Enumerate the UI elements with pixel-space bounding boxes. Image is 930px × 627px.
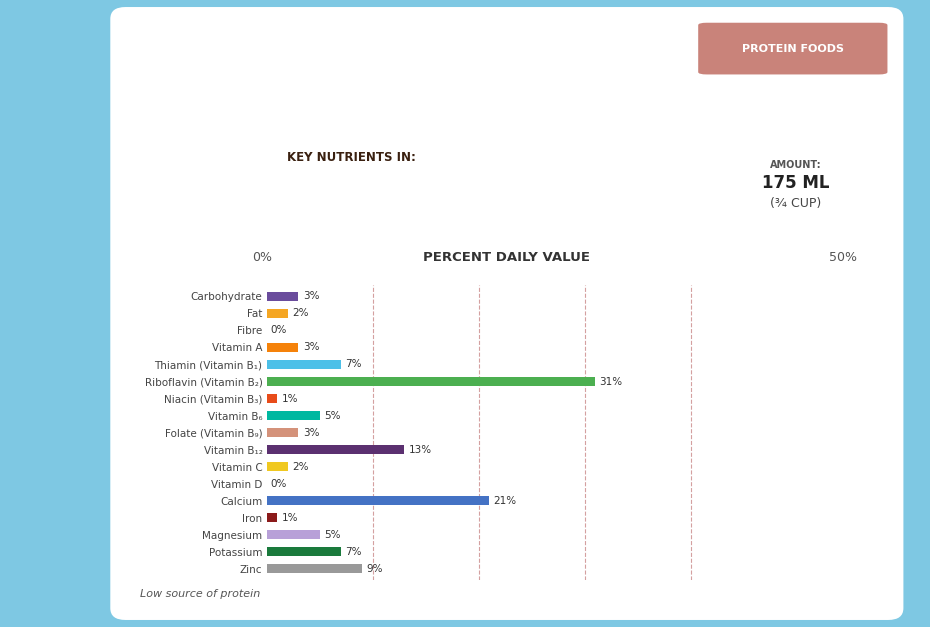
Text: 50%: 50%	[830, 251, 857, 264]
Text: 0%: 0%	[271, 479, 287, 488]
Text: PROTEIN FOODS: PROTEIN FOODS	[742, 44, 844, 53]
Text: 9%: 9%	[366, 564, 383, 574]
FancyBboxPatch shape	[698, 23, 887, 75]
Text: (¾ CUP): (¾ CUP)	[770, 197, 822, 210]
Text: 1%: 1%	[282, 513, 298, 523]
Text: PERCENT DAILY VALUE: PERCENT DAILY VALUE	[423, 251, 591, 264]
Text: 3%: 3%	[302, 342, 319, 352]
Text: 175 ML: 175 ML	[763, 174, 830, 192]
Text: 5%: 5%	[324, 530, 340, 540]
Bar	[267, 309, 287, 318]
Text: 21%: 21%	[494, 496, 516, 506]
Text: 0%: 0%	[271, 325, 287, 335]
Bar	[267, 445, 405, 454]
Text: 31%: 31%	[600, 377, 622, 386]
Text: 5%: 5%	[324, 411, 340, 421]
Bar	[267, 530, 320, 539]
Bar	[267, 343, 299, 352]
Text: 2%: 2%	[292, 308, 309, 319]
Bar	[267, 462, 287, 471]
Bar	[267, 428, 299, 437]
Text: AMOUNT:: AMOUNT:	[770, 161, 822, 170]
Text: 3%: 3%	[302, 428, 319, 438]
Bar	[267, 292, 299, 301]
Text: PLAIN YOGURT, 0.5–1.9% M.F.: PLAIN YOGURT, 0.5–1.9% M.F.	[286, 174, 721, 200]
Bar	[267, 377, 595, 386]
Bar	[267, 394, 277, 403]
Text: KEY NUTRIENTS IN:: KEY NUTRIENTS IN:	[286, 151, 416, 164]
Text: 2%: 2%	[292, 461, 309, 472]
Text: 3%: 3%	[302, 292, 319, 302]
Bar	[267, 360, 340, 369]
Bar	[267, 411, 320, 420]
Bar	[267, 564, 362, 573]
Text: 1%: 1%	[282, 394, 298, 404]
Bar	[267, 514, 277, 522]
Text: 0%: 0%	[252, 251, 272, 264]
Text: Low source of protein: Low source of protein	[140, 589, 259, 599]
Text: 7%: 7%	[345, 359, 362, 369]
Bar	[267, 547, 340, 556]
Bar	[267, 497, 489, 505]
Text: 13%: 13%	[408, 445, 432, 455]
FancyBboxPatch shape	[111, 7, 903, 620]
Text: 7%: 7%	[345, 547, 362, 557]
Circle shape	[757, 146, 835, 224]
